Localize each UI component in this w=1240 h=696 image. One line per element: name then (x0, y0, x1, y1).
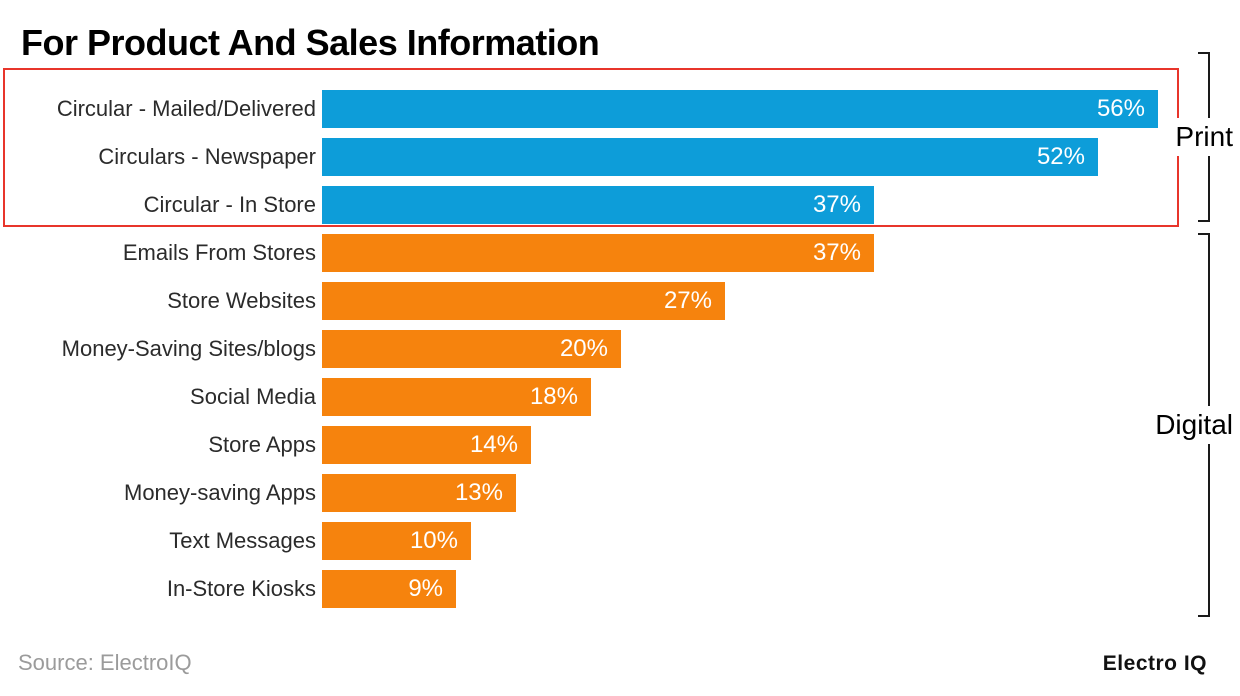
value-label: 27% (663, 287, 712, 314)
chart-row: Store Websites 27% (0, 277, 1240, 325)
brand-logo: Electro IQ (1102, 652, 1207, 675)
chart-row: Text Messages 10% (0, 517, 1240, 565)
bar-digital: 13% (322, 474, 516, 512)
category-label: Social Media (190, 384, 316, 409)
bar-digital: 37% (322, 234, 874, 272)
category-label: Circular - In Store (143, 192, 316, 217)
chart-row: Circulars - Newspaper 52% (0, 133, 1240, 181)
category-label: Money-Saving Sites/blogs (61, 336, 316, 361)
bar-digital: 14% (322, 426, 531, 464)
bar-print: 37% (322, 186, 874, 224)
category-label: Text Messages (169, 528, 316, 553)
value-label: 18% (529, 383, 578, 410)
chart-row: Emails From Stores 37% (0, 229, 1240, 277)
bar-digital: 10% (322, 522, 471, 560)
value-label: 37% (812, 191, 861, 218)
category-label: Store Apps (208, 432, 316, 457)
value-label: 56% (1096, 95, 1145, 122)
print-group-label: Print (1173, 118, 1235, 156)
chart-row: Store Apps 14% (0, 421, 1240, 469)
chart-row: Money-saving Apps 13% (0, 469, 1240, 517)
category-label: In-Store Kiosks (166, 576, 316, 601)
source-note: Source: ElectroIQ (18, 650, 192, 675)
chart-row: Social Media 18% (0, 373, 1240, 421)
value-label: 52% (1036, 143, 1085, 170)
bar-print: 52% (322, 138, 1098, 176)
bar-digital: 9% (322, 570, 456, 608)
value-label: 13% (454, 479, 503, 506)
chart-row: Money-Saving Sites/blogs 20% (0, 325, 1240, 373)
value-label: 10% (409, 527, 458, 554)
digital-group-bracket: Digital (1153, 233, 1235, 617)
chart-row: Circular - Mailed/Delivered 56% (0, 85, 1240, 133)
bar-digital: 18% (322, 378, 591, 416)
category-label: Money-saving Apps (124, 480, 316, 505)
value-label: 37% (812, 239, 861, 266)
bar-digital: 20% (322, 330, 621, 368)
bar-rows: Circular - Mailed/Delivered 56% Circulars … (0, 85, 1240, 613)
bar-digital: 27% (322, 282, 725, 320)
value-label: 14% (469, 431, 518, 458)
digital-group-label: Digital (1153, 406, 1235, 444)
category-label: Store Websites (167, 288, 316, 313)
value-label: 20% (559, 335, 608, 362)
value-label: 9% (408, 575, 443, 602)
chart-title: For Product And Sales Information (21, 22, 600, 63)
category-label: Circular - Mailed/Delivered (56, 96, 316, 121)
category-label: Circulars - Newspaper (98, 144, 316, 169)
chart-row: Circular - In Store 37% (0, 181, 1240, 229)
category-label: Emails From Stores (122, 240, 316, 265)
chart-row: In-Store Kiosks 9% (0, 565, 1240, 613)
print-group-bracket: Print (1173, 52, 1235, 222)
bar-print: 56% (322, 90, 1158, 128)
